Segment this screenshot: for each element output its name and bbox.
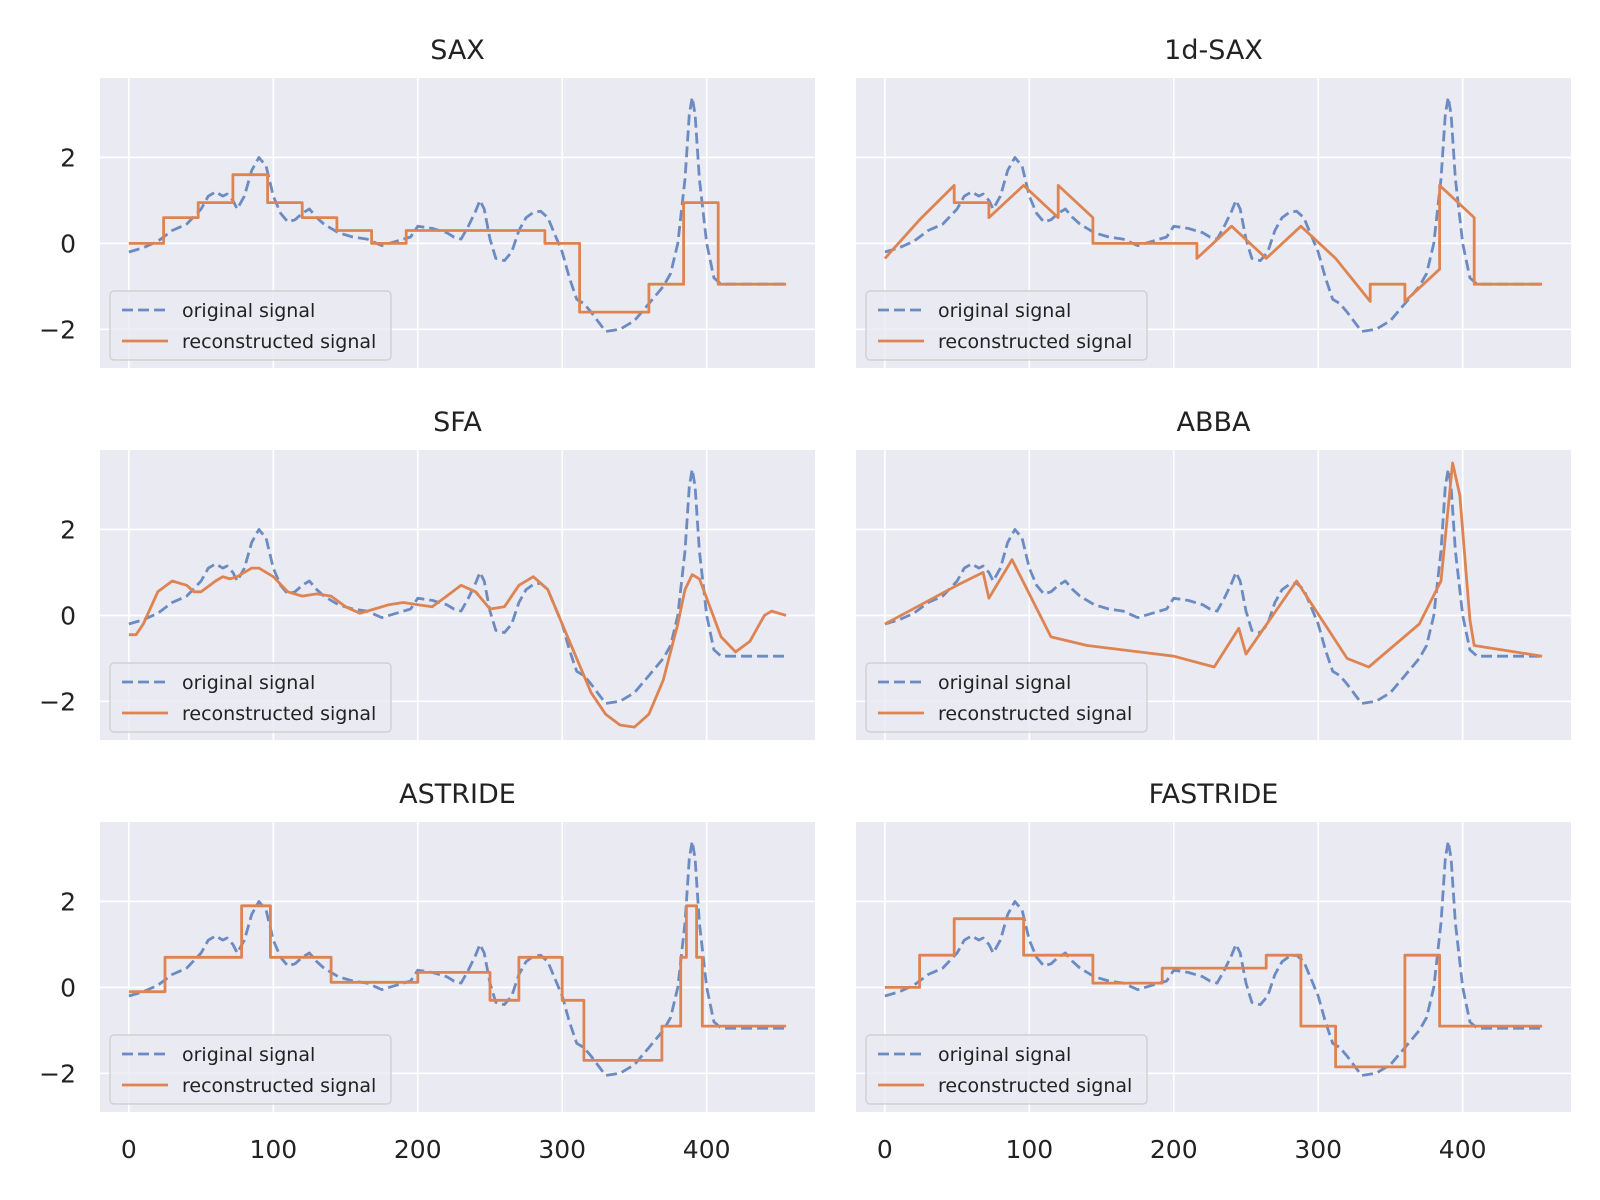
x-tick-label: 0 xyxy=(877,1135,893,1164)
x-tick-label: 200 xyxy=(394,1135,442,1164)
x-tick-label: 100 xyxy=(1005,1135,1053,1164)
legend-label-reconstructed: reconstructed signal xyxy=(938,331,1132,353)
x-tick-label: 0 xyxy=(121,1135,137,1164)
legend-label-reconstructed: reconstructed signal xyxy=(938,1075,1132,1097)
reconstructed-signal-line xyxy=(883,184,1543,303)
legend: original signal reconstructed signal xyxy=(109,1034,392,1105)
legend: original signal reconstructed signal xyxy=(865,1034,1148,1105)
x-tick-label: 300 xyxy=(1294,1135,1342,1164)
legend-frame xyxy=(865,290,1148,361)
legend-label-original: original signal xyxy=(182,1044,315,1066)
y-tick-label: 2 xyxy=(60,887,76,916)
original-signal-line xyxy=(884,95,1543,333)
x-tick-label: 400 xyxy=(683,1135,731,1164)
subplot-title: ABBA xyxy=(1177,407,1252,438)
x-tick-label: 400 xyxy=(1439,1135,1487,1164)
legend-label-reconstructed: reconstructed signal xyxy=(182,1075,376,1097)
original-signal-line xyxy=(128,467,787,705)
subplot-sax: SAX −2 0 2 original signal reconstructed sign… xyxy=(39,35,815,368)
subplot-title: ASTRIDE xyxy=(399,779,516,810)
reconstructed-signal-line xyxy=(128,904,787,1062)
y-tick-label: 0 xyxy=(60,229,76,258)
legend-label-original: original signal xyxy=(938,672,1071,694)
legend-label-reconstructed: reconstructed signal xyxy=(182,331,376,353)
legend: original signal reconstructed signal xyxy=(109,290,392,361)
legend-label-original: original signal xyxy=(182,300,315,322)
reconstructed-signal-line xyxy=(128,173,787,314)
y-tick-label: 2 xyxy=(60,515,76,544)
reconstructed-signal-line xyxy=(884,917,1543,1069)
legend-label-original: original signal xyxy=(938,1044,1071,1066)
legend-frame xyxy=(109,662,392,733)
y-tick-label: −2 xyxy=(39,1059,76,1088)
subplot-sfa: SFA −2 0 2 original signal reconstructed sign… xyxy=(39,407,815,740)
legend-frame xyxy=(109,290,392,361)
legend-label-reconstructed: reconstructed signal xyxy=(938,703,1132,725)
legend-frame xyxy=(109,1034,392,1105)
y-tick-label: 2 xyxy=(60,143,76,172)
reconstructed-signal-line xyxy=(128,566,787,729)
original-signal-line xyxy=(128,95,787,333)
subplot-title: 1d-SAX xyxy=(1164,35,1263,66)
legend-frame xyxy=(865,662,1148,733)
subplot-abba: ABBA original signal reconstructed signal xyxy=(856,407,1571,740)
x-tick-label: 200 xyxy=(1150,1135,1198,1164)
legend: original signal reconstructed signal xyxy=(109,662,392,733)
legend: original signal reconstructed signal xyxy=(865,662,1148,733)
reconstructed-signal-line xyxy=(884,461,1543,669)
y-tick-label: 0 xyxy=(60,973,76,1002)
original-signal-line xyxy=(884,839,1543,1077)
x-tick-label: 100 xyxy=(249,1135,297,1164)
y-tick-label: −2 xyxy=(39,687,76,716)
legend-label-original: original signal xyxy=(182,672,315,694)
y-tick-label: −2 xyxy=(39,315,76,344)
subplot-title: SAX xyxy=(430,35,485,66)
original-signal-line xyxy=(884,467,1543,705)
subplot-astride: ASTRIDE −2 0 2 0 100 200 300 400 original signal r… xyxy=(39,779,815,1164)
subplot-1d-sax: 1d-SAX original signal reconstructed signa… xyxy=(856,35,1571,368)
y-tick-label: 0 xyxy=(60,601,76,630)
subplot-fastride: FASTRIDE 0 100 200 300 400 original signal reco… xyxy=(856,779,1571,1164)
legend-label-reconstructed: reconstructed signal xyxy=(182,703,376,725)
legend: original signal reconstructed signal xyxy=(865,290,1148,361)
subplot-title: SFA xyxy=(433,407,482,438)
legend-frame xyxy=(865,1034,1148,1105)
legend-label-original: original signal xyxy=(938,300,1071,322)
subplot-title: FASTRIDE xyxy=(1149,779,1279,810)
x-tick-label: 300 xyxy=(538,1135,586,1164)
original-signal-line xyxy=(128,839,787,1077)
